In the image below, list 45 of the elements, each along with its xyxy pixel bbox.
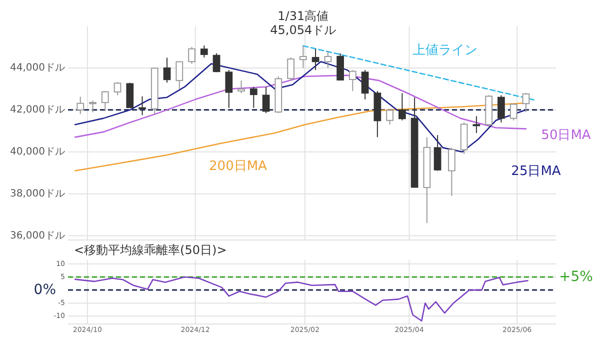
y-tick-label: 36,000ドル	[10, 230, 65, 242]
candlestick	[76, 96, 84, 115]
ref-line-label: +5%	[559, 268, 593, 285]
candlestick	[361, 70, 369, 100]
line-series	[74, 61, 527, 153]
candlestick	[176, 61, 184, 90]
candlestick	[522, 92, 530, 113]
y-tick-label: 38,000ドル	[10, 188, 65, 200]
candlestick	[101, 90, 109, 112]
candlestick	[126, 82, 134, 108]
candlestick	[287, 56, 294, 82]
series-label: 上値ライン	[412, 43, 478, 58]
candlestick	[238, 80, 245, 94]
candlestick	[324, 50, 332, 68]
candlestick	[472, 116, 480, 134]
y-tick-label: 40,000ドル	[10, 146, 65, 158]
candlestick	[89, 100, 96, 113]
candlestick	[510, 103, 518, 121]
candlestick	[250, 86, 258, 108]
candlestick	[138, 96, 146, 116]
candlestick	[262, 86, 270, 114]
annotation: 1/31高値 45,054ドル	[270, 8, 336, 37]
candlestick	[312, 48, 320, 71]
y-tick-label: 42,000ドル	[10, 104, 65, 116]
series-label: 50日MA	[541, 128, 591, 143]
candlestick	[188, 46, 196, 64]
candlestick	[498, 94, 505, 124]
candlestick	[398, 92, 406, 121]
candlestick	[299, 45, 307, 68]
candlestick	[114, 82, 122, 96]
candlestick	[386, 109, 394, 126]
ref-line-label: 0%	[34, 282, 56, 298]
series-label: 200日MA	[209, 159, 268, 174]
candlestick	[348, 70, 356, 92]
candlestick	[434, 134, 442, 172]
candlestick	[212, 52, 220, 73]
candlestick	[163, 57, 171, 84]
candlestick	[225, 70, 233, 108]
text: 25日MA	[511, 164, 561, 179]
y-tick-label: 44,000ドル	[10, 62, 65, 74]
candlestick	[336, 52, 344, 82]
candlestick	[200, 45, 208, 58]
candlestick	[448, 147, 456, 196]
chart-title: <移動平均線乖離率(50日)>	[74, 243, 227, 257]
line-series	[74, 276, 528, 322]
